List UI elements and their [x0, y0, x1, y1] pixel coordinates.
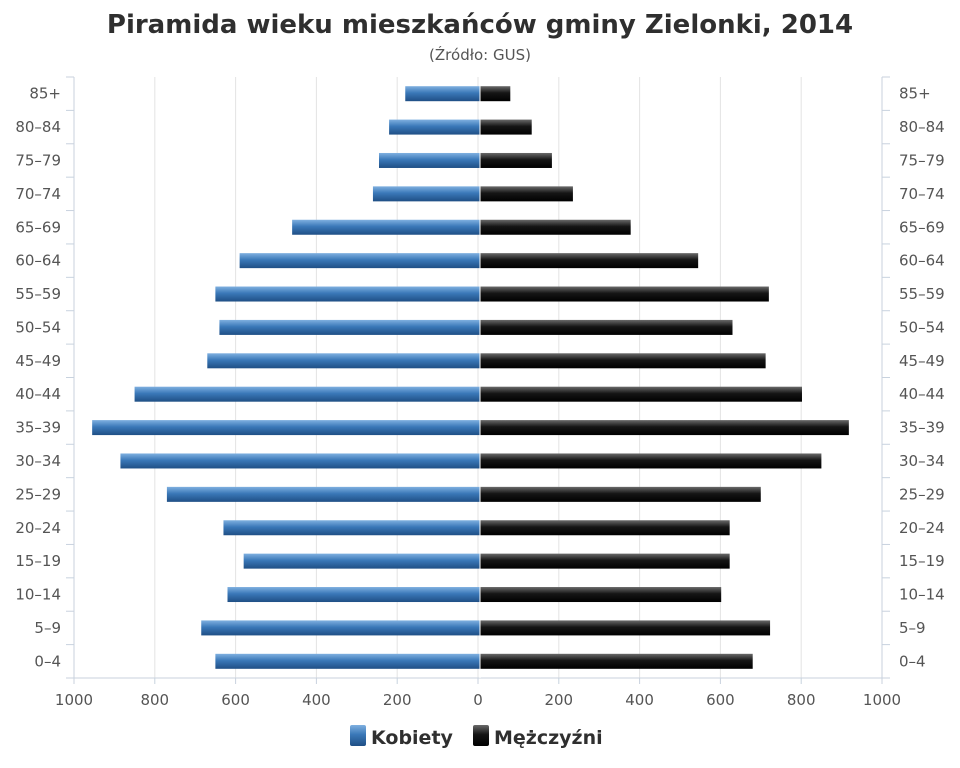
- bar-mezczyzni[interactable]: [480, 286, 769, 302]
- bar-mezczyzni[interactable]: [480, 420, 849, 436]
- bar-mezczyzni[interactable]: [480, 386, 802, 402]
- category-label-left: 45–49: [15, 352, 61, 370]
- bar-kobiety[interactable]: [372, 186, 480, 202]
- bar-kobiety[interactable]: [215, 653, 480, 669]
- category-label-right: 0–4: [899, 652, 926, 670]
- category-label-right: 45–49: [899, 352, 945, 370]
- x-tick-label: 600: [706, 691, 735, 709]
- x-tick-label: 800: [140, 691, 169, 709]
- legend-swatch-kobiety: [350, 725, 366, 746]
- legend[interactable]: Kobiety Mężczyźni: [350, 725, 603, 749]
- bar-mezczyzni[interactable]: [480, 319, 733, 335]
- category-label-right: 50–54: [899, 318, 945, 336]
- category-label-right: 15–19: [899, 552, 945, 570]
- x-tick-label: 400: [625, 691, 654, 709]
- bar-mezczyzni[interactable]: [480, 620, 771, 636]
- category-label-left: 65–69: [15, 218, 61, 236]
- bar-kobiety[interactable]: [227, 587, 481, 603]
- category-label-left: 70–74: [15, 185, 61, 203]
- bar-mezczyzni[interactable]: [480, 353, 766, 369]
- category-label-right: 40–44: [899, 385, 945, 403]
- bar-kobiety[interactable]: [120, 453, 480, 469]
- category-label-left: 75–79: [15, 151, 61, 169]
- category-label-left: 25–29: [15, 485, 61, 503]
- x-tick-label: 0: [473, 691, 483, 709]
- x-tick-label: 200: [544, 691, 573, 709]
- category-label-left: 35–39: [15, 419, 61, 437]
- x-tick-label: 1000: [863, 691, 901, 709]
- category-label-left: 5–9: [34, 619, 61, 637]
- bar-kobiety[interactable]: [379, 152, 480, 168]
- bar-mezczyzni[interactable]: [480, 253, 699, 269]
- category-labels: 0–4 0–4 5–9 5–9 10–14 10–14 15–19 15–19 20–24 20–…: [15, 85, 944, 671]
- category-label-right: 25–29: [899, 485, 945, 503]
- category-label-right: 75–79: [899, 151, 945, 169]
- category-label-right: 35–39: [899, 419, 945, 437]
- category-label-right: 70–74: [899, 185, 945, 203]
- x-tick-label: 200: [383, 691, 412, 709]
- bar-kobiety[interactable]: [207, 353, 481, 369]
- category-label-right: 85+: [899, 85, 931, 103]
- bar-kobiety[interactable]: [389, 119, 480, 135]
- chart-title: Piramida wieku mieszkańców gminy Zielonk…: [107, 10, 853, 40]
- category-label-right: 20–24: [899, 519, 945, 537]
- x-tick-label: 400: [302, 691, 331, 709]
- bar-mezczyzni[interactable]: [480, 486, 761, 502]
- category-label-left: 55–59: [15, 285, 61, 303]
- bar-mezczyzni[interactable]: [480, 219, 631, 235]
- legend-label-kobiety: Kobiety: [371, 727, 454, 749]
- grid-lines: [154, 77, 802, 678]
- x-tick-label: 1000: [55, 691, 93, 709]
- legend-label-mezczyzni: Mężczyźni: [494, 727, 603, 749]
- chart-subtitle: (Źródło: GUS): [429, 45, 531, 64]
- category-label-right: 30–34: [899, 452, 945, 470]
- bar-mezczyzni[interactable]: [480, 520, 730, 536]
- category-label-left: 85+: [29, 85, 61, 103]
- category-label-left: 80–84: [15, 118, 61, 136]
- category-label-right: 5–9: [899, 619, 926, 637]
- bar-kobiety[interactable]: [201, 620, 481, 636]
- x-tick-labels: 1000 800 600 400 200 0 200 400 600 800 1000: [55, 691, 901, 709]
- category-label-right: 55–59: [899, 285, 945, 303]
- bar-mezczyzni[interactable]: [480, 453, 822, 469]
- category-label-right: 10–14: [899, 586, 945, 604]
- category-label-left: 15–19: [15, 552, 61, 570]
- x-tick-label: 800: [787, 691, 816, 709]
- bar-kobiety[interactable]: [239, 253, 480, 269]
- bar-mezczyzni[interactable]: [480, 152, 552, 168]
- category-label-right: 65–69: [899, 218, 945, 236]
- bar-kobiety[interactable]: [223, 520, 480, 536]
- legend-swatch-mezczyzni: [473, 725, 489, 746]
- category-label-left: 0–4: [34, 652, 61, 670]
- axes: [66, 76, 890, 684]
- category-label-right: 80–84: [899, 118, 945, 136]
- category-label-right: 60–64: [899, 252, 945, 270]
- bar-kobiety[interactable]: [92, 420, 480, 436]
- bar-kobiety[interactable]: [292, 219, 480, 235]
- category-label-left: 20–24: [15, 519, 61, 537]
- bar-kobiety[interactable]: [215, 286, 480, 302]
- category-label-left: 40–44: [15, 385, 61, 403]
- bar-kobiety[interactable]: [219, 319, 481, 335]
- category-label-left: 60–64: [15, 252, 61, 270]
- bar-kobiety[interactable]: [405, 86, 480, 102]
- bars: [92, 77, 849, 678]
- bar-kobiety[interactable]: [134, 386, 480, 402]
- category-label-left: 50–54: [15, 318, 61, 336]
- bar-mezczyzni[interactable]: [480, 119, 532, 135]
- legend-item-kobiety[interactable]: Kobiety: [350, 725, 454, 749]
- bar-mezczyzni[interactable]: [480, 86, 511, 102]
- bar-mezczyzni[interactable]: [480, 186, 573, 202]
- x-tick-label: 600: [221, 691, 250, 709]
- bar-mezczyzni[interactable]: [480, 653, 753, 669]
- bar-mezczyzni[interactable]: [480, 587, 722, 603]
- bar-kobiety[interactable]: [166, 486, 480, 502]
- category-label-left: 30–34: [15, 452, 61, 470]
- bar-kobiety[interactable]: [243, 553, 480, 569]
- category-label-left: 10–14: [15, 586, 61, 604]
- legend-item-mezczyzni[interactable]: Mężczyźni: [473, 725, 603, 749]
- bar-mezczyzni[interactable]: [480, 553, 730, 569]
